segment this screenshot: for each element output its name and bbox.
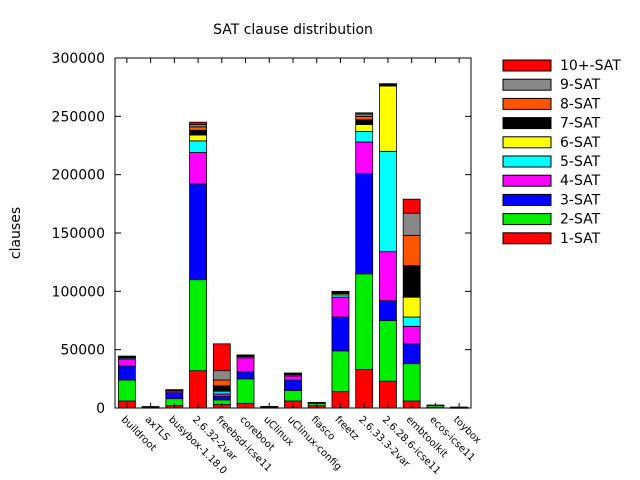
legend-swatch bbox=[502, 213, 552, 226]
bar-segment bbox=[189, 183, 207, 281]
bar-segment bbox=[212, 379, 231, 387]
legend-swatch bbox=[502, 155, 552, 168]
bar-segment bbox=[379, 83, 397, 85]
bar-segment bbox=[355, 173, 374, 275]
bar-segment bbox=[355, 124, 374, 132]
bar-segment bbox=[402, 265, 421, 298]
bar-segment bbox=[165, 389, 184, 391]
chart-title: SAT clause distribution bbox=[213, 22, 373, 38]
bar-segment bbox=[284, 372, 302, 374]
y-tick-label: 150000 bbox=[52, 226, 105, 242]
bar-segment bbox=[189, 129, 207, 136]
bar-segment bbox=[165, 392, 184, 400]
y-tick-label: 0 bbox=[96, 401, 105, 417]
bar-segment bbox=[402, 343, 421, 365]
bar-segment bbox=[236, 378, 255, 404]
bar-segment bbox=[189, 279, 207, 372]
bar-segment bbox=[379, 320, 397, 382]
x-tick-label: freetz bbox=[332, 414, 360, 442]
bar-segment bbox=[212, 343, 231, 372]
bar-segment bbox=[307, 401, 326, 404]
legend-label: 8-SAT bbox=[560, 96, 601, 112]
legend-label: 3-SAT bbox=[560, 192, 601, 208]
bar-segment bbox=[212, 395, 231, 401]
bar-segment bbox=[379, 251, 397, 302]
bar-segment bbox=[402, 316, 421, 327]
bar-segment bbox=[355, 112, 374, 115]
legend-label: 6-SAT bbox=[560, 135, 601, 151]
legend-label: 2-SAT bbox=[560, 212, 601, 228]
y-tick-label: 300000 bbox=[52, 51, 105, 67]
legend-swatch bbox=[502, 117, 552, 130]
bar-segment bbox=[117, 355, 136, 357]
bar-segment bbox=[117, 379, 136, 402]
y-tick-label: 50000 bbox=[60, 343, 105, 359]
y-axis-label: clauses bbox=[8, 207, 24, 259]
bar-segment bbox=[331, 296, 350, 318]
bar-segment bbox=[331, 350, 350, 393]
bar-segment bbox=[189, 121, 207, 125]
bar-segment bbox=[379, 300, 397, 321]
legend-label: 5-SAT bbox=[560, 154, 601, 170]
legend-label: 4-SAT bbox=[560, 173, 601, 189]
bar-segment bbox=[212, 370, 231, 381]
bar-segment bbox=[402, 296, 421, 318]
bar-segment bbox=[379, 150, 397, 253]
bar-segment bbox=[402, 212, 421, 236]
bar-segment bbox=[284, 375, 302, 381]
bar-segment bbox=[355, 115, 374, 121]
bar-segment bbox=[379, 85, 397, 152]
bar-segment bbox=[284, 379, 302, 391]
legend-label: 7-SAT bbox=[560, 116, 601, 132]
bar-segment bbox=[236, 354, 255, 356]
bar-segment bbox=[212, 385, 231, 391]
bar-segment bbox=[117, 358, 136, 367]
y-tick-label: 250000 bbox=[52, 109, 105, 125]
bar-segment bbox=[355, 141, 374, 174]
bar-segment bbox=[236, 357, 255, 373]
legend-swatch bbox=[502, 174, 552, 187]
legend-label: 9-SAT bbox=[560, 77, 601, 93]
legend-swatch bbox=[502, 136, 552, 149]
x-axis: buildrootaxTLSbusybox-1.18.02.6.32-2varf… bbox=[119, 58, 483, 477]
legend-swatch bbox=[502, 78, 552, 91]
y-tick-label: 100000 bbox=[52, 284, 105, 300]
legend-swatch bbox=[502, 193, 552, 206]
y-tick-label: 200000 bbox=[52, 168, 105, 184]
bar-segment bbox=[402, 325, 421, 345]
bar-segment bbox=[189, 370, 207, 409]
bar-segment bbox=[189, 126, 207, 131]
bar-segment bbox=[331, 290, 350, 293]
bar-segment bbox=[355, 131, 374, 143]
y-axis: 0 50000 100000 150000 200000 250000 300000 bbox=[52, 51, 471, 417]
bar-segment bbox=[402, 234, 421, 267]
bar-segment bbox=[402, 363, 421, 402]
legend-swatch bbox=[502, 232, 552, 245]
legend-label: 10+-SAT bbox=[560, 58, 621, 74]
bar-segment bbox=[189, 134, 207, 142]
bar-segment bbox=[189, 140, 207, 153]
bar-segment bbox=[331, 316, 350, 352]
bar-segment bbox=[402, 198, 421, 214]
bar-segment bbox=[355, 119, 374, 125]
bar-segment bbox=[236, 371, 255, 380]
bar-segment bbox=[355, 273, 374, 370]
bar-segment bbox=[355, 369, 374, 409]
bar-segment bbox=[117, 365, 136, 381]
legend-swatch bbox=[502, 59, 552, 72]
legend-swatch bbox=[502, 97, 552, 110]
legend-label: 1-SAT bbox=[560, 231, 601, 247]
bar-segment bbox=[284, 390, 302, 402]
bar-segment bbox=[189, 152, 207, 185]
legend: 10+-SAT 9-SAT 8-SAT 7-SAT 6-SAT 5-SAT 4-SAT 3-S… bbox=[502, 58, 621, 247]
bars-group bbox=[117, 83, 469, 409]
